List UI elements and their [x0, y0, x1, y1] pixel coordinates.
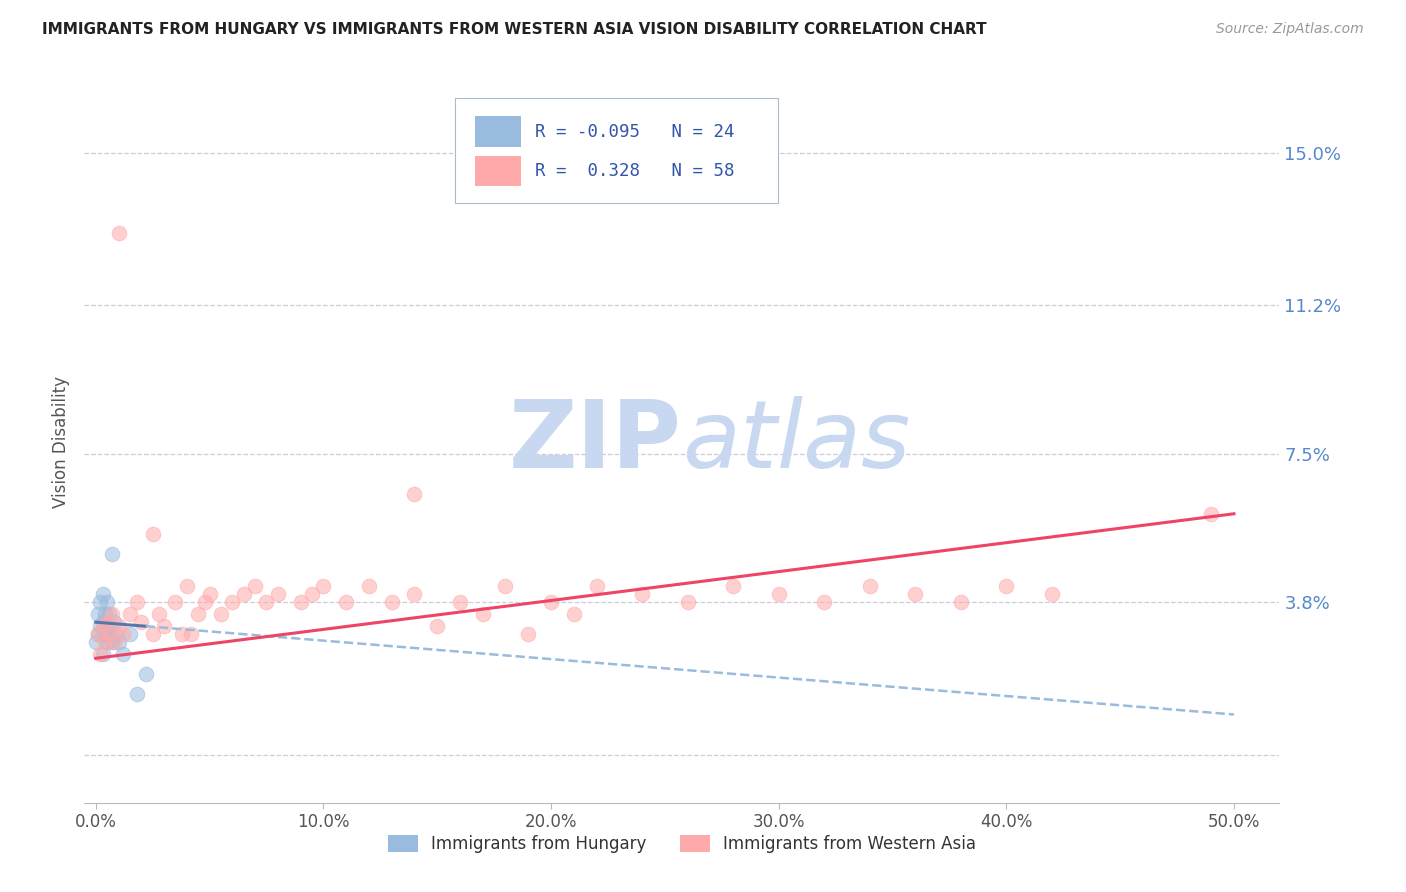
Point — [949, 595, 972, 609]
Point — [813, 595, 835, 609]
Point — [125, 687, 148, 701]
Point — [165, 595, 187, 609]
Point — [631, 587, 654, 601]
Point — [91, 619, 114, 633]
Point — [721, 579, 744, 593]
Point — [103, 635, 125, 649]
Point — [87, 607, 110, 622]
Point — [426, 619, 449, 633]
Point — [107, 226, 129, 240]
Point — [142, 526, 165, 541]
Text: R =  0.328   N = 58: R = 0.328 N = 58 — [534, 162, 734, 180]
Point — [129, 615, 152, 630]
Bar — [475, 156, 520, 186]
Point — [94, 635, 117, 649]
Point — [404, 587, 426, 601]
Point — [118, 627, 141, 641]
Point — [904, 587, 927, 601]
Point — [495, 579, 517, 593]
Point — [98, 627, 121, 641]
Bar — [475, 116, 520, 147]
Point — [91, 648, 114, 662]
Point — [290, 595, 312, 609]
Point — [471, 607, 494, 622]
Y-axis label: Vision Disability: Vision Disability — [52, 376, 70, 508]
Point — [94, 607, 117, 622]
Point — [112, 648, 135, 662]
Point — [562, 607, 585, 622]
Point — [172, 627, 194, 641]
Point — [243, 579, 266, 593]
Point — [89, 595, 111, 609]
Point — [381, 595, 404, 609]
Point — [585, 579, 607, 593]
Text: Source: ZipAtlas.com: Source: ZipAtlas.com — [1216, 22, 1364, 37]
Point — [256, 595, 278, 609]
Text: ZIP: ZIP — [509, 395, 682, 488]
Point — [312, 579, 335, 593]
Point — [1199, 507, 1222, 521]
Point — [107, 635, 129, 649]
Point — [125, 595, 148, 609]
Point — [112, 627, 135, 641]
Text: R = -0.095   N = 24: R = -0.095 N = 24 — [534, 122, 734, 141]
Point — [1040, 587, 1063, 601]
Point — [517, 627, 540, 641]
Point — [105, 627, 128, 641]
Point — [232, 587, 254, 601]
Point — [89, 648, 111, 662]
Point — [91, 615, 114, 630]
Point — [96, 595, 118, 609]
Point — [267, 587, 290, 601]
Point — [449, 595, 471, 609]
Point — [335, 595, 357, 609]
Point — [107, 619, 129, 633]
Point — [135, 667, 157, 681]
Point — [209, 607, 232, 622]
Point — [87, 627, 110, 641]
Point — [194, 595, 217, 609]
Point — [87, 627, 110, 641]
Point — [153, 619, 176, 633]
Point — [98, 607, 121, 622]
Point — [995, 579, 1018, 593]
Point — [100, 547, 122, 561]
Point — [96, 615, 118, 630]
Point — [96, 635, 118, 649]
Point — [301, 587, 323, 601]
Point — [357, 579, 380, 593]
Text: IMMIGRANTS FROM HUNGARY VS IMMIGRANTS FROM WESTERN ASIA VISION DISABILITY CORREL: IMMIGRANTS FROM HUNGARY VS IMMIGRANTS FR… — [42, 22, 987, 37]
Point — [142, 627, 165, 641]
Point — [100, 635, 122, 649]
Point — [94, 627, 117, 641]
Point — [176, 579, 198, 593]
Point — [148, 607, 170, 622]
Point — [91, 587, 114, 601]
Point — [180, 627, 202, 641]
Point — [676, 595, 699, 609]
Point — [859, 579, 882, 593]
Point — [84, 635, 107, 649]
Point — [540, 595, 562, 609]
Legend: Immigrants from Hungary, Immigrants from Western Asia: Immigrants from Hungary, Immigrants from… — [381, 828, 983, 860]
Point — [98, 627, 121, 641]
Point — [96, 619, 118, 633]
Point — [198, 587, 221, 601]
Point — [768, 587, 790, 601]
Point — [187, 607, 209, 622]
Text: atlas: atlas — [682, 396, 910, 487]
Point — [404, 487, 426, 501]
Point — [103, 615, 125, 630]
FancyBboxPatch shape — [456, 98, 778, 203]
Point — [221, 595, 243, 609]
Point — [118, 607, 141, 622]
Point — [100, 607, 122, 622]
Point — [89, 619, 111, 633]
